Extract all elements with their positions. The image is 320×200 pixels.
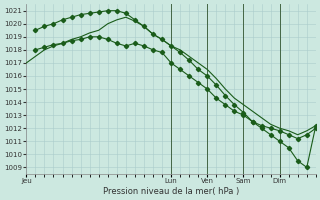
X-axis label: Pression niveau de la mer( hPa ): Pression niveau de la mer( hPa ) [103, 187, 239, 196]
